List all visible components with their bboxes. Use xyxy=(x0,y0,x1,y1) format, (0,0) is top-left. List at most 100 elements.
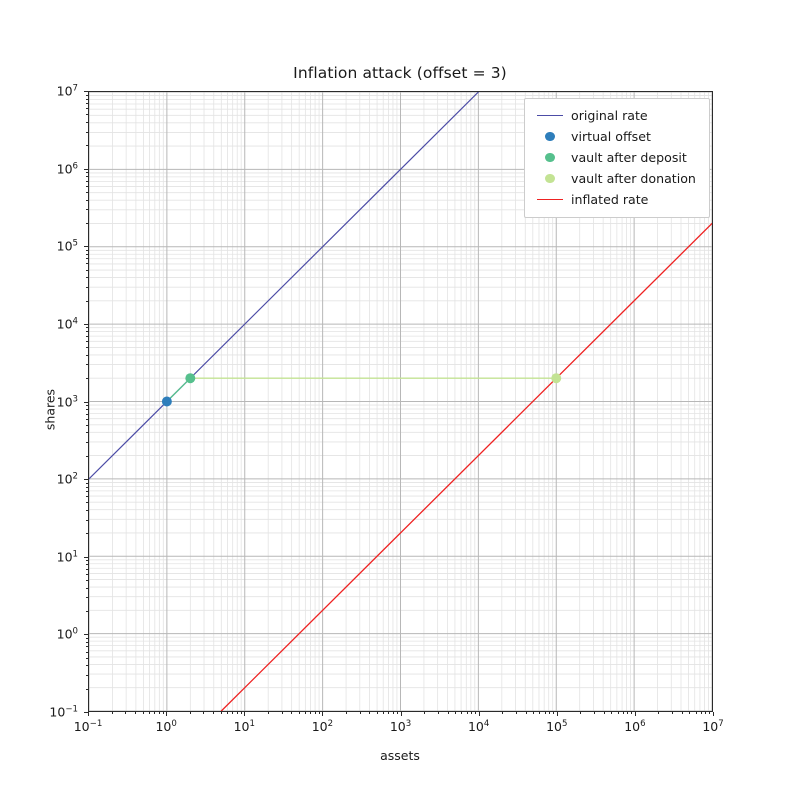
y-tick-mark xyxy=(83,91,88,93)
x-tick-mark xyxy=(244,712,246,717)
legend-label: vault after donation xyxy=(571,171,696,186)
y-tick-mark-minor xyxy=(85,573,88,575)
legend-item[interactable]: original rate xyxy=(533,105,701,126)
x-tick-mark-minor xyxy=(658,712,660,715)
x-tick-mark-minor xyxy=(580,712,582,715)
y-tick-mark xyxy=(83,556,88,558)
x-tick-mark-minor xyxy=(617,712,619,715)
x-tick-mark-minor xyxy=(705,712,707,715)
x-tick-label: 10−1 xyxy=(73,718,103,734)
x-tick-mark-minor xyxy=(291,712,293,715)
x-tick-mark-minor xyxy=(125,712,127,715)
x-tick-mark xyxy=(88,712,90,717)
x-tick-mark-minor xyxy=(142,712,144,715)
x-tick-mark-minor xyxy=(240,712,242,715)
y-tick-mark-minor xyxy=(85,564,88,566)
x-tick-mark-minor xyxy=(281,712,283,715)
series-line-deposit-path xyxy=(166,377,191,403)
legend-dot-swatch xyxy=(545,152,555,163)
y-tick-mark-minor xyxy=(85,253,88,255)
x-tick-mark-minor xyxy=(232,712,234,715)
x-tick-mark-minor xyxy=(553,712,555,715)
x-axis-label: assets xyxy=(380,748,420,763)
y-tick-mark-minor xyxy=(85,335,88,337)
x-tick-mark-minor xyxy=(447,712,449,715)
legend-line-swatch xyxy=(537,198,563,201)
x-tick-mark-minor xyxy=(203,712,205,715)
legend-item[interactable]: inflated rate xyxy=(533,189,701,210)
x-tick-mark-minor xyxy=(392,712,394,715)
series-line-original-rate xyxy=(89,92,479,480)
y-tick-mark-minor xyxy=(85,486,88,488)
y-tick-mark-minor xyxy=(85,191,88,193)
legend-label: inflated rate xyxy=(571,192,649,207)
y-tick-mark-minor xyxy=(85,568,88,570)
x-tick-mark-minor xyxy=(681,712,683,715)
y-tick-mark-minor xyxy=(85,300,88,302)
y-tick-mark-minor xyxy=(85,637,88,639)
x-tick-mark-minor xyxy=(189,712,191,715)
x-tick-mark-minor xyxy=(154,712,156,715)
x-tick-mark xyxy=(713,712,715,717)
y-tick-mark-minor xyxy=(85,199,88,201)
x-tick-mark xyxy=(634,712,636,717)
legend-label: original rate xyxy=(571,108,648,123)
legend-item[interactable]: virtual offset xyxy=(533,126,701,147)
y-tick-mark-minor xyxy=(85,286,88,288)
y-tick-mark-minor xyxy=(85,269,88,271)
x-tick-mark-minor xyxy=(162,712,164,715)
y-tick-mark-minor xyxy=(85,103,88,105)
legend-key-2 xyxy=(533,152,567,163)
x-tick-label: 103 xyxy=(389,718,412,734)
legend-item[interactable]: vault after donation xyxy=(533,168,701,189)
y-tick-label: 104 xyxy=(56,316,78,332)
x-tick-mark xyxy=(556,712,558,717)
x-tick-mark-minor xyxy=(345,712,347,715)
y-tick-label: 10−1 xyxy=(49,704,78,720)
y-tick-mark xyxy=(83,246,88,248)
y-tick-mark-minor xyxy=(85,533,88,535)
data-series-layer xyxy=(89,92,712,711)
y-tick-mark-minor xyxy=(85,611,88,612)
y-tick-mark xyxy=(83,168,88,170)
x-tick-mark-minor xyxy=(594,712,596,715)
legend-item[interactable]: vault after deposit xyxy=(533,147,701,168)
y-tick-mark-minor xyxy=(85,347,88,349)
x-tick-mark-minor xyxy=(236,712,238,715)
x-tick-mark-minor xyxy=(369,712,371,715)
x-tick-mark-minor xyxy=(396,712,398,715)
x-tick-mark xyxy=(400,712,402,717)
legend-key-1 xyxy=(533,131,567,142)
x-tick-mark xyxy=(478,712,480,717)
legend-label: vault after deposit xyxy=(571,150,687,165)
y-tick-mark-minor xyxy=(85,646,88,648)
y-tick-mark xyxy=(83,712,88,714)
y-tick-mark-minor xyxy=(85,341,88,343)
x-tick-label: 100 xyxy=(155,718,177,734)
y-tick-mark-minor xyxy=(85,502,88,504)
y-tick-mark-minor xyxy=(85,249,88,251)
y-tick-label: 100 xyxy=(56,626,78,642)
y-tick-mark xyxy=(83,634,88,636)
x-tick-mark-minor xyxy=(466,712,468,715)
y-tick-mark-minor xyxy=(85,510,88,511)
x-tick-mark-minor xyxy=(622,712,624,715)
x-tick-mark-minor xyxy=(383,712,385,715)
x-tick-label: 106 xyxy=(624,718,646,734)
y-tick-mark xyxy=(83,401,88,403)
y-tick-mark-minor xyxy=(85,442,88,444)
x-tick-mark-minor xyxy=(515,712,517,715)
x-tick-mark-minor xyxy=(695,712,697,715)
y-tick-mark-minor xyxy=(85,145,88,147)
y-tick-mark-minor xyxy=(85,108,88,110)
x-tick-mark-minor xyxy=(689,712,691,715)
x-tick-mark xyxy=(166,712,168,717)
x-tick-label: 101 xyxy=(233,718,255,734)
y-tick-label: 107 xyxy=(56,83,78,99)
legend-dot-swatch xyxy=(545,173,555,184)
y-tick-mark-minor xyxy=(85,418,88,420)
legend-key-4 xyxy=(533,198,567,201)
x-tick-mark-minor xyxy=(709,712,711,715)
x-tick-mark-minor xyxy=(631,712,633,715)
y-tick-mark-minor xyxy=(85,121,88,123)
